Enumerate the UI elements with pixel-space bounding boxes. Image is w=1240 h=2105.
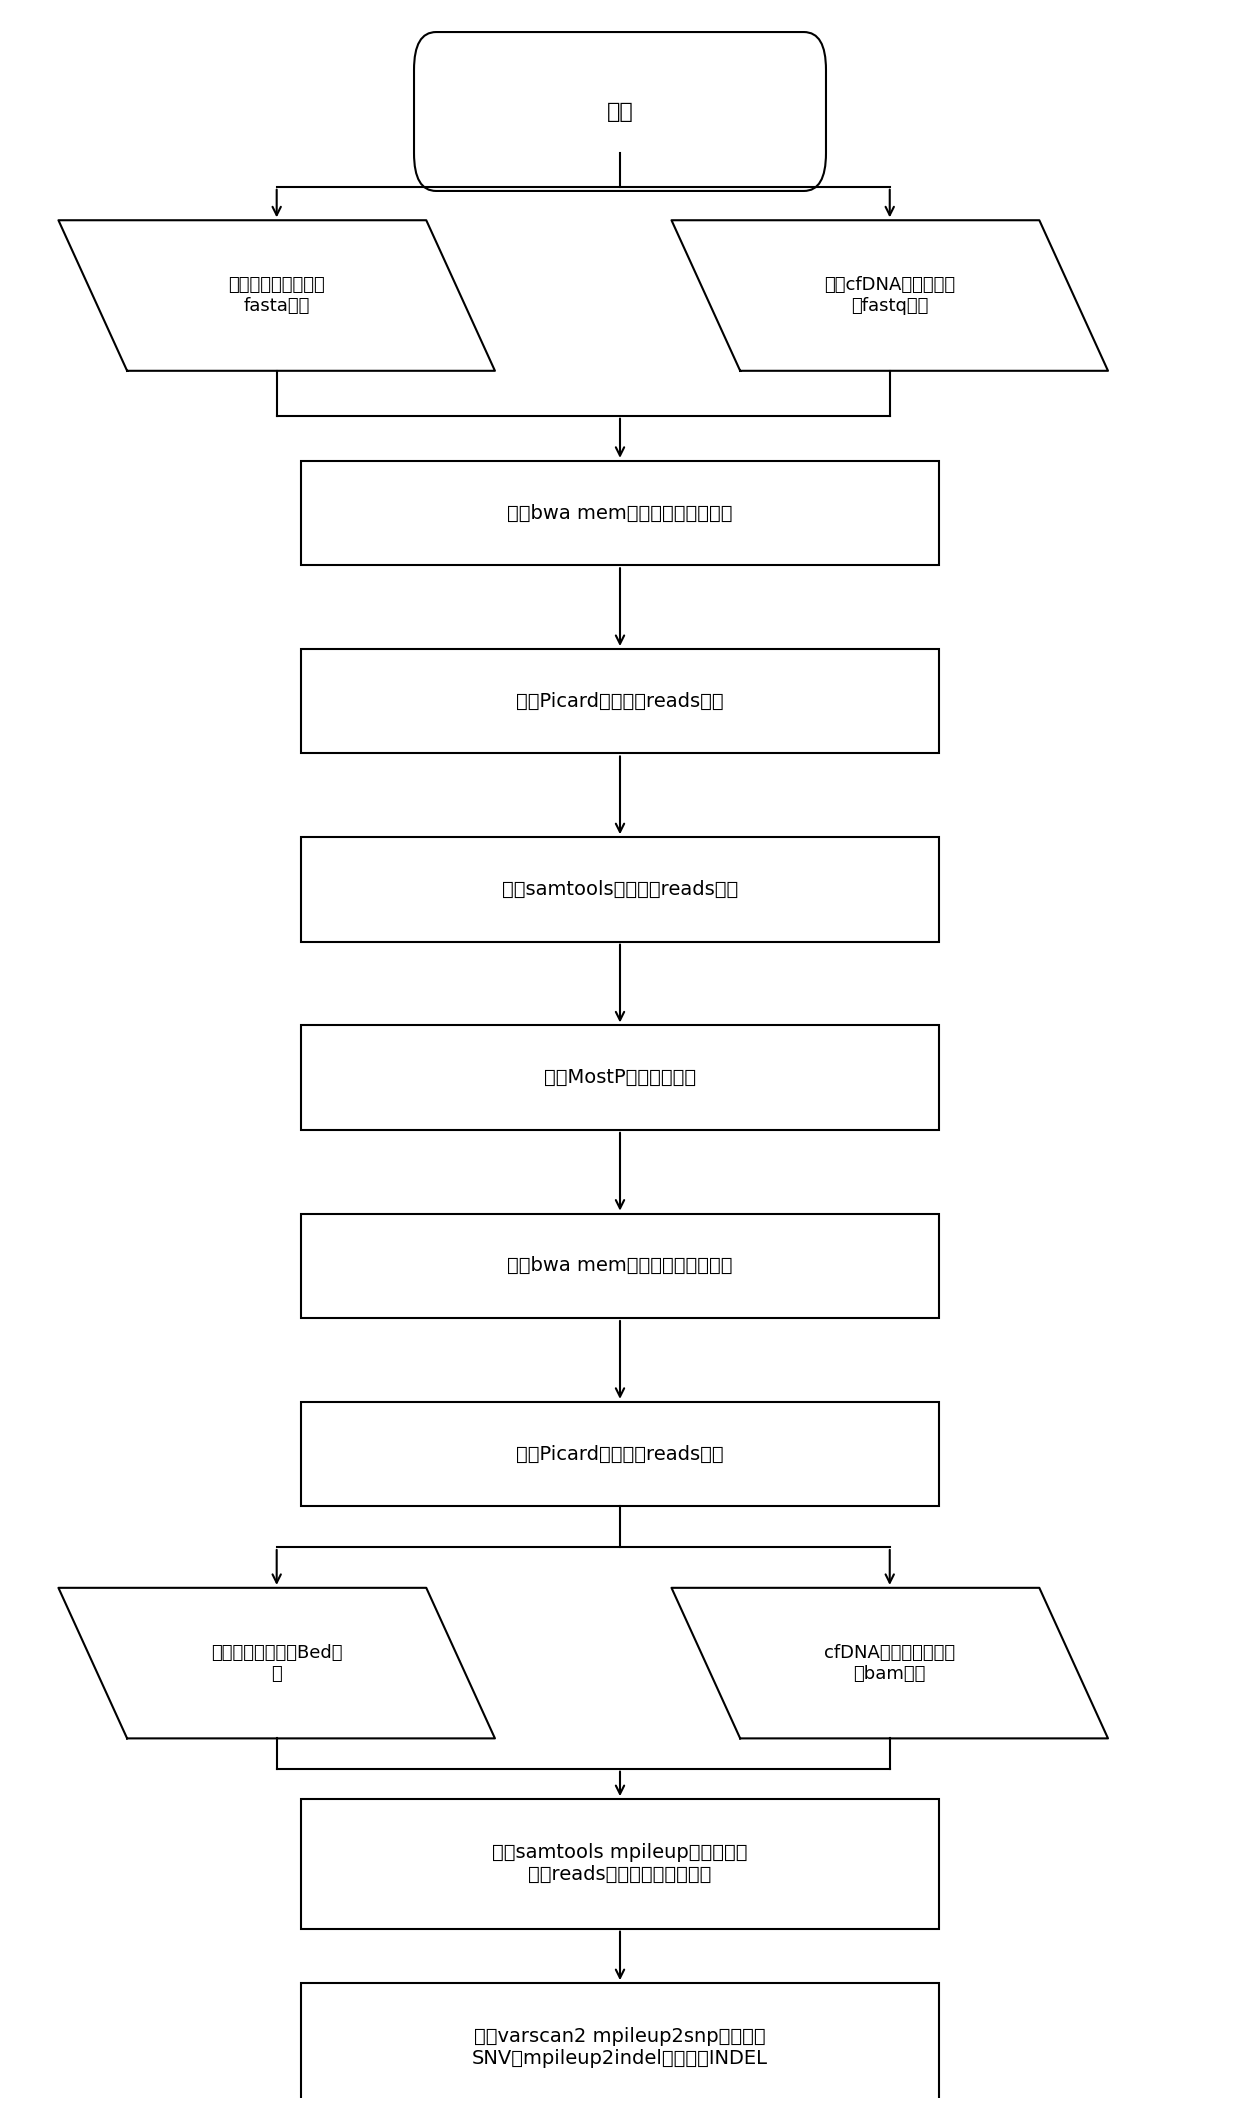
Text: 利用MostP算法进行去重: 利用MostP算法进行去重 xyxy=(544,1067,696,1086)
Bar xyxy=(301,648,939,754)
Polygon shape xyxy=(58,221,495,370)
Bar xyxy=(301,838,939,941)
Text: 开始: 开始 xyxy=(606,101,634,122)
Polygon shape xyxy=(672,221,1109,370)
Bar xyxy=(301,461,939,566)
Text: 利用bwa mem软件进行基因组比对: 利用bwa mem软件进行基因组比对 xyxy=(507,503,733,522)
Bar xyxy=(301,1983,939,2105)
Text: 输入捕获测序区间Bed文
件: 输入捕获测序区间Bed文 件 xyxy=(211,1644,342,1682)
Text: 调用Picard软件进行reads排序: 调用Picard软件进行reads排序 xyxy=(516,693,724,711)
Text: cfDNA样本去除重复后
的bam文件: cfDNA样本去除重复后 的bam文件 xyxy=(825,1644,955,1682)
Polygon shape xyxy=(672,1587,1109,1739)
Text: 调用varscan2 mpileup2snp模块鉴定
SNV，mpileup2indel模块鉴定INDEL: 调用varscan2 mpileup2snp模块鉴定 SNV，mpileup2i… xyxy=(472,2027,768,2069)
Polygon shape xyxy=(58,1587,495,1739)
FancyBboxPatch shape xyxy=(414,32,826,192)
Text: 利用bwa mem软件进行基因组比对: 利用bwa mem软件进行基因组比对 xyxy=(507,1257,733,1276)
Bar xyxy=(301,1212,939,1318)
Text: 输入人类参考基因组
fasta文件: 输入人类参考基因组 fasta文件 xyxy=(228,276,325,316)
Text: 调用samtools mpileup按位置展示
所有reads的比对情况和质量值: 调用samtools mpileup按位置展示 所有reads的比对情况和质量值 xyxy=(492,1844,748,1884)
Bar xyxy=(301,1402,939,1507)
Bar xyxy=(301,1800,939,1928)
Text: 输入cfDNA样本捕获测
序fastq文件: 输入cfDNA样本捕获测 序fastq文件 xyxy=(825,276,955,316)
Text: 调用Picard软件进行reads排序: 调用Picard软件进行reads排序 xyxy=(516,1444,724,1463)
Bar xyxy=(301,1025,939,1130)
Text: 调用samtools软件进行reads过滤: 调用samtools软件进行reads过滤 xyxy=(502,880,738,899)
